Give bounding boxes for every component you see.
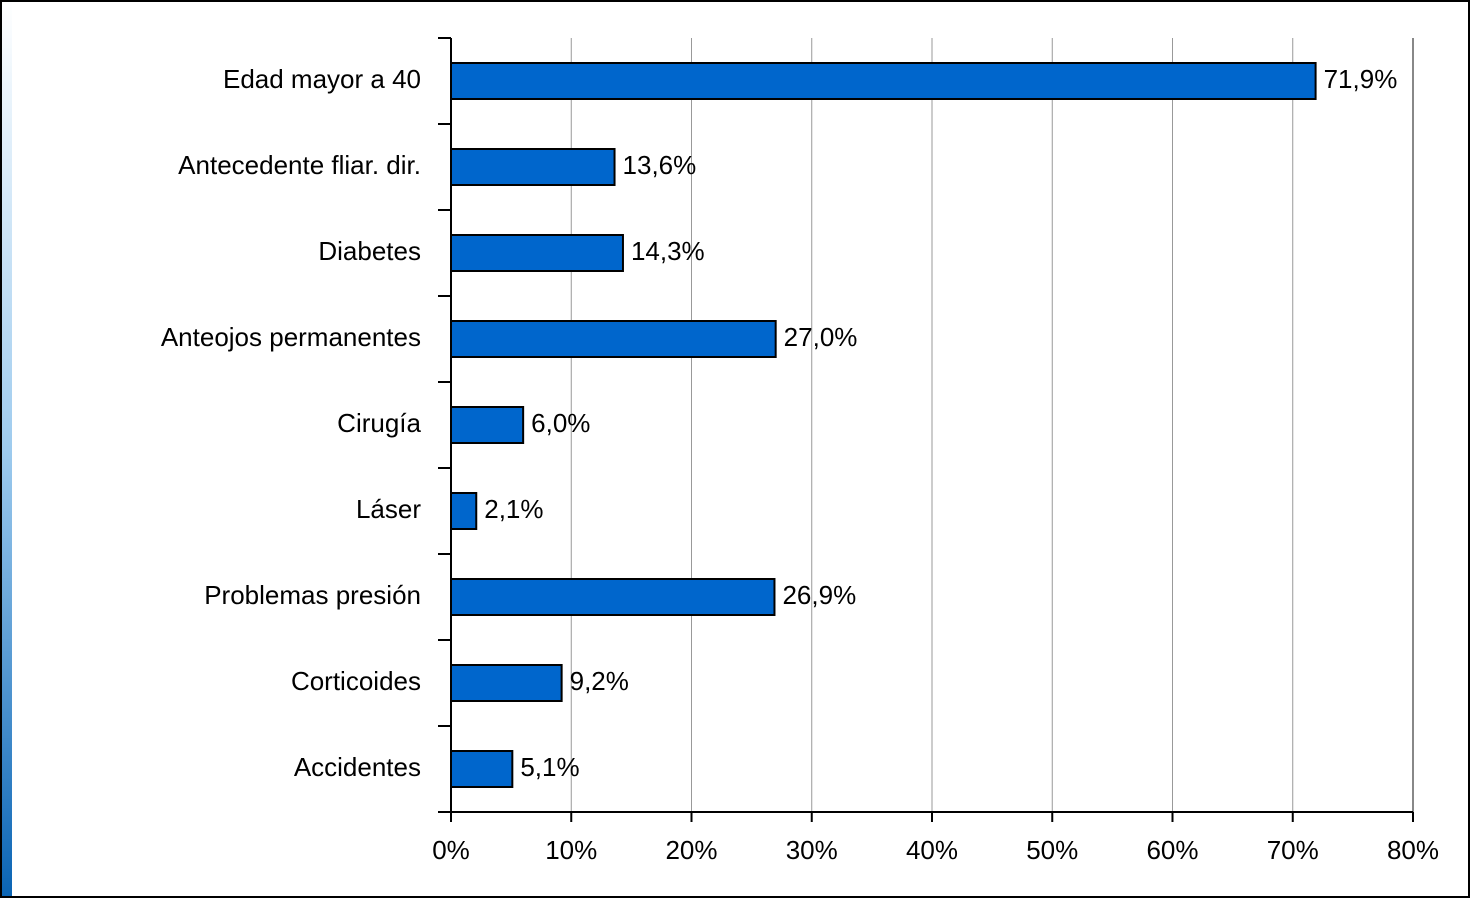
x-tick-label: 60% <box>1146 835 1198 865</box>
bar <box>450 148 616 186</box>
y-tick-label: Láser <box>356 494 421 524</box>
y-tick-label: Edad mayor a 40 <box>223 64 421 94</box>
x-tick-label: 80% <box>1387 835 1439 865</box>
bar <box>450 406 525 444</box>
bar <box>450 234 624 272</box>
x-tick-label: 30% <box>786 835 838 865</box>
y-tick-label: Anteojos permanentes <box>161 322 421 352</box>
data-label: 14,3% <box>631 236 705 266</box>
bar <box>450 320 777 358</box>
bar <box>450 664 563 702</box>
data-label: 71,9% <box>1324 64 1398 94</box>
y-tick-label: Corticoides <box>291 666 421 696</box>
y-tick-label: Antecedente fliar. dir. <box>178 150 421 180</box>
data-label: 13,6% <box>623 150 697 180</box>
x-tick-label: 20% <box>665 835 717 865</box>
data-label: 2,1% <box>484 494 543 524</box>
y-tick-label: Diabetes <box>318 236 421 266</box>
y-tick-label: Accidentes <box>294 752 421 782</box>
data-label: 27,0% <box>784 322 858 352</box>
x-tick-label: 70% <box>1267 835 1319 865</box>
x-tick-label: 50% <box>1026 835 1078 865</box>
data-label: 5,1% <box>520 752 579 782</box>
bar <box>450 62 1317 100</box>
x-tick-label: 10% <box>545 835 597 865</box>
y-tick-label: Cirugía <box>337 408 421 438</box>
bar <box>450 492 478 530</box>
x-tick-label: 40% <box>906 835 958 865</box>
y-tick-label: Problemas presión <box>204 580 421 610</box>
x-tick-label: 0% <box>432 835 470 865</box>
data-label: 6,0% <box>531 408 590 438</box>
bar <box>450 750 514 788</box>
data-label: 26,9% <box>782 580 856 610</box>
side-strip <box>0 0 12 898</box>
bar <box>450 578 776 616</box>
data-label: 9,2% <box>570 666 629 696</box>
